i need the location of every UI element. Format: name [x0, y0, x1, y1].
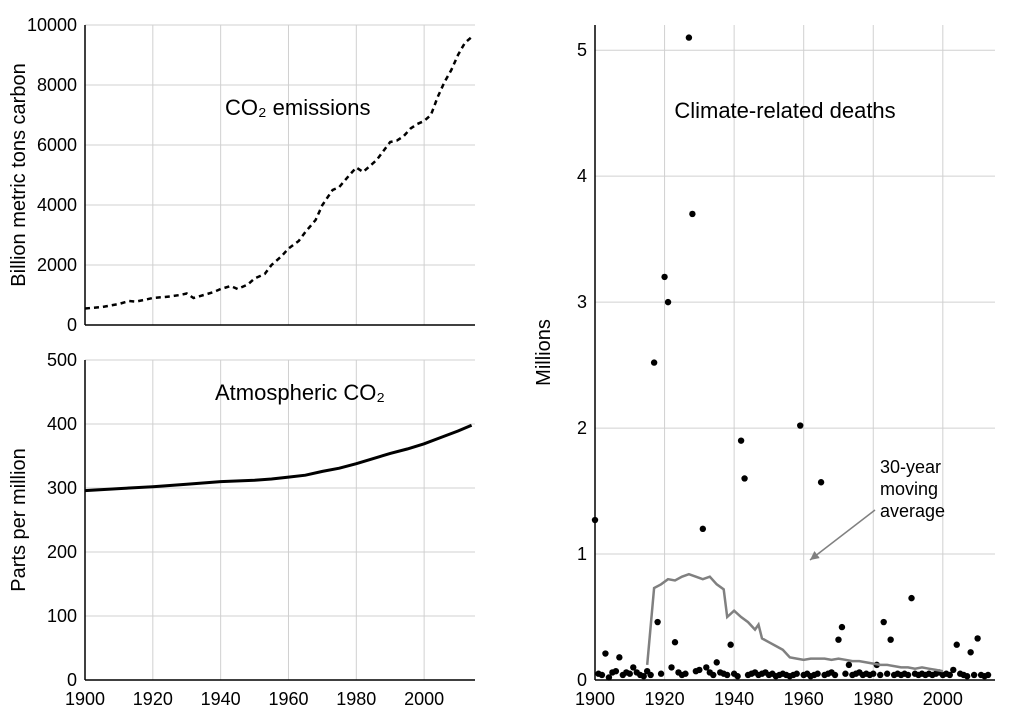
- chart-svg: 0200040006000800010000CO₂ emissionsBilli…: [0, 0, 1024, 728]
- annotation-line2: moving: [880, 479, 938, 499]
- atmospheric-title: Atmospheric CO₂: [215, 380, 385, 405]
- atmospheric-line: [85, 425, 472, 490]
- y-tick-label: 500: [47, 350, 77, 370]
- y-tick-label: 8000: [37, 75, 77, 95]
- y-tick-label: 0: [67, 315, 77, 335]
- annotation-arrow: [810, 510, 875, 560]
- emissions-ylabel: Billion metric tons carbon: [8, 63, 30, 286]
- x-tick-label: 1960: [268, 689, 308, 709]
- x-tick-label: 1940: [201, 689, 241, 709]
- y-tick-label: 5: [577, 40, 587, 60]
- x-tick-label: 2000: [923, 689, 963, 709]
- deaths-title: Climate-related deaths: [674, 98, 895, 123]
- y-tick-label: 0: [67, 670, 77, 690]
- x-tick-label: 1900: [65, 689, 105, 709]
- annotation-line1: 30-year: [880, 457, 941, 477]
- x-tick-label: 1940: [714, 689, 754, 709]
- deaths-scatter: [592, 34, 991, 680]
- y-tick-label: 1: [577, 544, 587, 564]
- y-tick-label: 100: [47, 606, 77, 626]
- emissions-line: [85, 37, 472, 309]
- y-tick-label: 2000: [37, 255, 77, 275]
- y-tick-label: 6000: [37, 135, 77, 155]
- y-tick-label: 400: [47, 414, 77, 434]
- y-tick-label: 3: [577, 292, 587, 312]
- annotation-line3: average: [880, 501, 945, 521]
- y-tick-label: 2: [577, 418, 587, 438]
- atmospheric-ylabel: Parts per million: [8, 448, 30, 591]
- y-tick-label: 4: [577, 166, 587, 186]
- x-tick-label: 1900: [575, 689, 615, 709]
- y-tick-label: 0: [577, 670, 587, 690]
- y-tick-label: 200: [47, 542, 77, 562]
- chart-container: 0200040006000800010000CO₂ emissionsBilli…: [0, 0, 1024, 728]
- x-tick-label: 1960: [784, 689, 824, 709]
- x-tick-label: 1920: [645, 689, 685, 709]
- x-tick-label: 2000: [404, 689, 444, 709]
- y-tick-label: 10000: [27, 15, 77, 35]
- moving-average-line: [647, 574, 943, 671]
- emissions-title: CO₂ emissions: [225, 95, 370, 120]
- y-tick-label: 4000: [37, 195, 77, 215]
- x-tick-label: 1980: [336, 689, 376, 709]
- y-tick-label: 300: [47, 478, 77, 498]
- x-tick-label: 1980: [853, 689, 893, 709]
- deaths-ylabel: Millions: [533, 319, 555, 386]
- x-tick-label: 1920: [133, 689, 173, 709]
